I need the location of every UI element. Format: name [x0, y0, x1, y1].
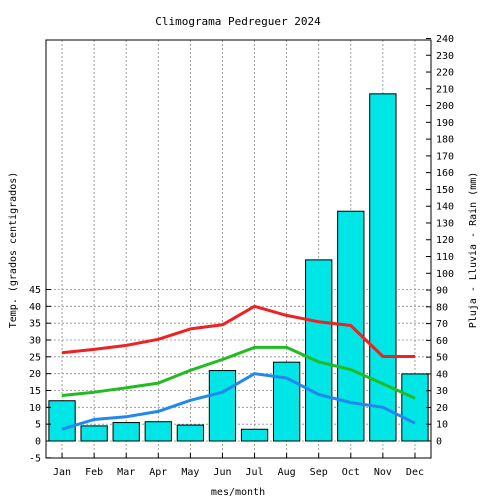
left-axis-label: Temp. (grados centigrados)	[8, 172, 19, 329]
right-tick-label: 120	[436, 235, 454, 246]
month-label: Jul	[246, 467, 264, 478]
month-label: Oct	[342, 467, 360, 478]
right-tick-label: 90	[436, 286, 448, 297]
month-label: Apr	[149, 467, 167, 478]
rain-bar	[305, 259, 333, 442]
right-tick-label: 170	[436, 151, 454, 162]
rain-bars	[48, 93, 429, 442]
right-tick-label: 70	[436, 319, 448, 330]
temperature-lines	[61, 304, 416, 431]
right-tick-label: 210	[436, 84, 454, 95]
left-tick-label: -5	[29, 453, 41, 464]
month-label: Sep	[310, 467, 328, 478]
right-tick-label: 240	[436, 34, 454, 45]
month-label: Nov	[374, 467, 392, 478]
plot-frame	[45, 39, 432, 459]
chart-title: Climograma Pedreguer 2024	[155, 15, 321, 28]
right-tick-label: 220	[436, 68, 454, 79]
left-tick-label: 10	[29, 403, 41, 414]
rain-bar	[240, 428, 269, 442]
tick-labels: -5 0 5 10 15 20 25 30 35 40 45 0 10 20 30 40 50 60 70 80 90 1…	[29, 34, 454, 478]
right-tick-label: 10	[436, 420, 448, 431]
month-label: Jun	[213, 467, 231, 478]
left-tick-label: 5	[35, 420, 41, 431]
rain-bar	[208, 370, 237, 442]
temperature-line-1	[61, 304, 415, 358]
left-tick-label: 40	[29, 302, 41, 313]
axis-ticks	[46, 37, 431, 459]
left-tick-label: 30	[29, 335, 41, 346]
month-label: Mar	[117, 467, 135, 478]
right-tick-label: 160	[436, 168, 454, 179]
month-label: Feb	[85, 467, 103, 478]
left-tick-label: 35	[29, 319, 41, 330]
rain-bar	[80, 425, 108, 442]
right-tick-label: 190	[436, 118, 454, 129]
right-tick-label: 110	[436, 252, 454, 263]
right-tick-label: 20	[436, 403, 448, 414]
month-label: Dec	[406, 467, 424, 478]
right-tick-label: 40	[436, 369, 448, 380]
right-tick-label: 180	[436, 135, 454, 146]
temperature-line-3	[61, 372, 416, 431]
left-tick-label: 25	[29, 352, 41, 363]
rain-bar	[176, 424, 205, 442]
left-tick-label: 15	[29, 386, 41, 397]
right-tick-label: 140	[436, 202, 454, 213]
rain-bar	[401, 373, 429, 442]
rain-bar	[144, 421, 172, 442]
month-label: May	[181, 467, 199, 478]
left-tick-label: 0	[35, 437, 41, 448]
month-label: Aug	[278, 467, 296, 478]
month-label: Jan	[53, 467, 71, 478]
right-tick-label: 200	[436, 101, 454, 112]
rain-bar	[112, 422, 140, 442]
right-tick-label: 80	[436, 302, 448, 313]
rain-bar	[272, 361, 301, 442]
right-tick-label: 50	[436, 353, 448, 364]
rain-bar	[48, 400, 76, 442]
right-tick-label: 150	[436, 185, 454, 196]
right-tick-label: 230	[436, 51, 454, 62]
right-axis-label: Pluja - Lluvia - Rain (mm)	[468, 172, 479, 329]
right-tick-label: 100	[436, 269, 454, 280]
right-tick-label: 30	[436, 386, 448, 397]
right-tick-label: 60	[436, 336, 448, 347]
temperature-line-2	[61, 345, 416, 400]
right-tick-label: 130	[436, 218, 454, 229]
right-tick-label: 0	[436, 437, 442, 448]
left-tick-label: 20	[29, 369, 41, 380]
x-axis-label: mes/month	[211, 487, 265, 498]
left-tick-label: 45	[29, 285, 41, 296]
